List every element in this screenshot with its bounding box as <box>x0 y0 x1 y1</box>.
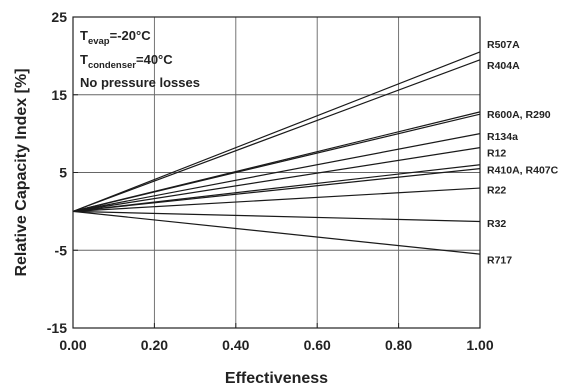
series-label-r404a: R404A <box>487 60 520 72</box>
x-axis: 0.00 0.20 0.40 0.60 0.80 1.00 <box>59 323 494 353</box>
series-label-r410a-r407c: R410A, R407C <box>487 164 559 176</box>
annotation-t-condenser: Tcondenser=40°C <box>80 52 173 71</box>
series-line-unlabeled-3 <box>72 113 481 212</box>
y-tick-label: 25 <box>51 9 67 25</box>
series-label-r134a: R134a <box>487 131 518 143</box>
series-line-unlabeled-7 <box>72 168 481 212</box>
series-line-r404a <box>72 59 481 212</box>
x-axis-label: Effectiveness <box>225 370 328 387</box>
series-label-r32: R32 <box>487 218 506 230</box>
x-tick-label: 1.00 <box>466 337 493 353</box>
x-tick-label: 0.80 <box>385 337 412 353</box>
x-tick-label: 0.00 <box>59 337 86 353</box>
x-tick-label: 0.40 <box>222 337 249 353</box>
y-axis-label: Relative Capacity Index [%] <box>13 68 30 276</box>
series-label-r22: R22 <box>487 185 506 197</box>
series-line-r717 <box>72 210 481 255</box>
y-tick-label: -5 <box>55 242 68 258</box>
series-label-r507a: R507A <box>487 39 520 51</box>
series-label-r12: R12 <box>487 147 506 159</box>
series-line-r12 <box>72 147 481 212</box>
y-tick-label: 15 <box>51 87 67 103</box>
y-tick-label: 5 <box>59 165 67 181</box>
series-line-r32 <box>72 210 481 223</box>
series-line-r134a <box>72 133 481 212</box>
series-label-r600a-r290: R600A, R290 <box>487 109 551 121</box>
series-label-r717: R717 <box>487 255 512 267</box>
series-line-r410a-r407c <box>72 164 481 212</box>
annotation-t-evap: Tevap=-20°C <box>80 28 151 47</box>
series-group <box>72 51 481 255</box>
x-tick-label: 0.20 <box>141 337 168 353</box>
x-tick-label: 0.60 <box>304 337 331 353</box>
y-axis: -15 -5 5 15 25 <box>47 9 78 336</box>
annotation-pressure-losses: No pressure losses <box>80 75 200 90</box>
series-line-r507a <box>72 51 481 212</box>
series-labels: R507A R404A R600A, R290 R134a R12 R410A, R407… <box>487 39 559 266</box>
y-tick-label: -15 <box>47 320 67 336</box>
series-line-r22 <box>72 187 481 212</box>
